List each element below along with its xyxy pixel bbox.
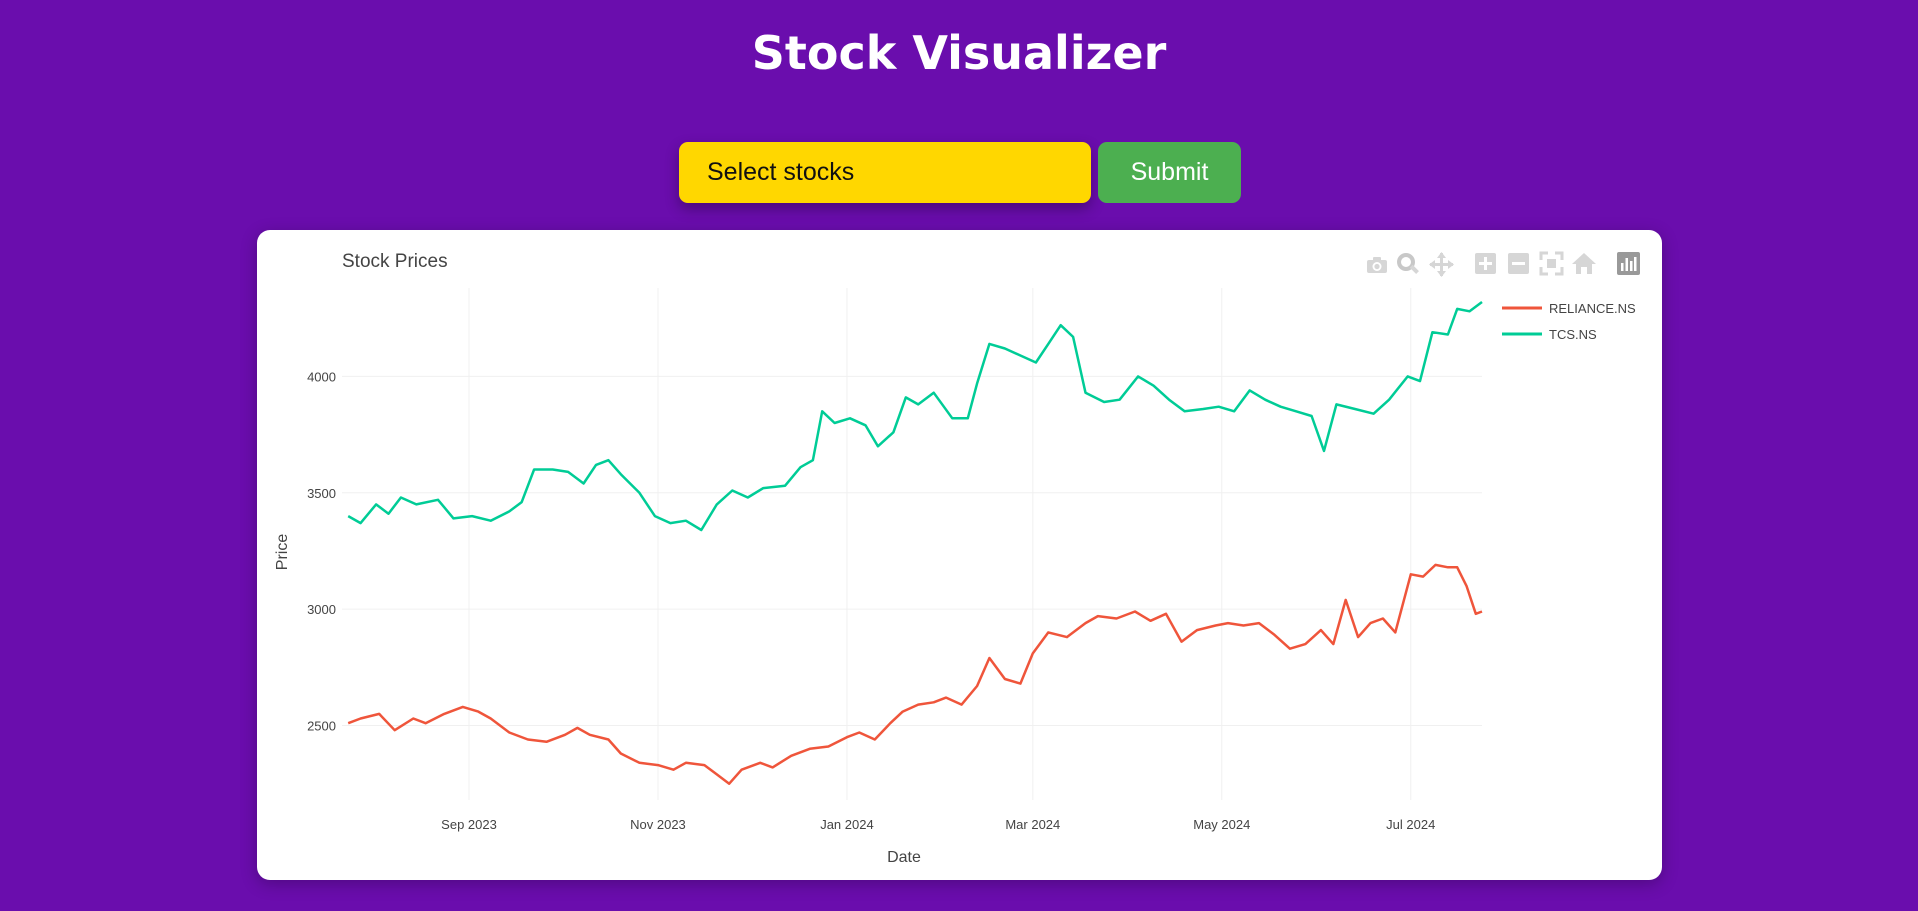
x-tick-label: May 2024 (1193, 817, 1250, 832)
stock-price-chart: Stock Prices (274, 251, 1640, 866)
series-line-reliance-ns[interactable] (347, 563, 1483, 785)
y-tick-label: 2500 (307, 719, 336, 734)
x-axis-label: Date (887, 849, 921, 866)
y-tick-label: 3000 (307, 602, 336, 617)
chart-title: Stock Prices (342, 251, 448, 272)
series-lines (347, 300, 1483, 785)
x-tick-label: Mar 2024 (1005, 817, 1060, 832)
y-tick-label: 3500 (307, 486, 336, 501)
modebar (1367, 251, 1640, 277)
y-tick-label: 4000 (307, 369, 336, 384)
autoscale-icon[interactable] (1539, 251, 1564, 276)
zoom-icon[interactable] (1397, 253, 1419, 274)
x-tick-labels: Sep 2023 Nov 2023 Jan 2024 Mar 2024 May 2024… (441, 817, 1435, 832)
x-tick-label: Sep 2023 (441, 817, 497, 832)
legend-label[interactable]: RELIANCE.NS (1549, 301, 1636, 316)
zoom-in-icon[interactable] (1475, 253, 1496, 274)
y-tick-labels: 2500 3000 3500 4000 (307, 369, 336, 733)
x-tick-label: Nov 2023 (630, 817, 686, 832)
series-line-tcs-ns[interactable] (347, 300, 1483, 532)
plotly-logo-icon[interactable] (1617, 252, 1640, 275)
reset-axes-icon[interactable] (1572, 253, 1596, 274)
legend: RELIANCE.NS TCS.NS (1502, 301, 1636, 342)
camera-icon[interactable] (1367, 257, 1387, 273)
zoom-out-icon[interactable] (1508, 253, 1529, 274)
x-tick-label: Jul 2024 (1386, 817, 1435, 832)
chart-card: Stock Prices (257, 230, 1662, 880)
stock-select[interactable]: Select stocks (679, 142, 1091, 203)
pan-icon[interactable] (1429, 252, 1454, 277)
legend-label[interactable]: TCS.NS (1549, 327, 1597, 342)
x-tick-label: Jan 2024 (820, 817, 874, 832)
grid (342, 288, 1482, 800)
app-title: Stock Visualizer (751, 26, 1167, 80)
y-axis-label: Price (274, 534, 291, 571)
stock-select-placeholder: Select stocks (707, 158, 855, 186)
submit-button[interactable]: Submit (1098, 142, 1241, 203)
